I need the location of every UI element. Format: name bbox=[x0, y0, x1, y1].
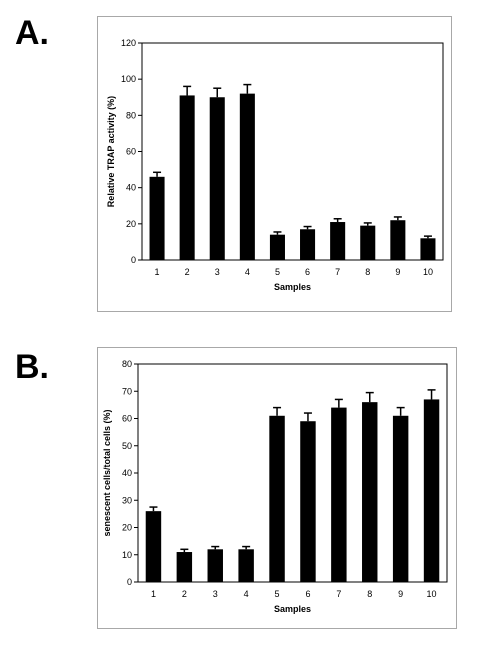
chart-a-bar bbox=[209, 97, 225, 260]
chart-b-bar bbox=[331, 407, 347, 582]
panel-b-letter: B. bbox=[15, 348, 49, 386]
chart-b-bar bbox=[145, 511, 162, 582]
chart-a-bar bbox=[149, 176, 165, 260]
chart-a-bar bbox=[330, 222, 346, 260]
chart-b-x-tick-label: 10 bbox=[427, 589, 437, 599]
chart-a-x-tick-label: 10 bbox=[423, 267, 433, 277]
chart-a-x-tick-label: 9 bbox=[395, 267, 400, 277]
chart-a-x-tick-label: 2 bbox=[185, 267, 190, 277]
panel-a-letter: A. bbox=[15, 14, 49, 52]
chart-a-y-tick-label: 120 bbox=[121, 38, 136, 48]
chart-a-y-tick-label: 60 bbox=[126, 147, 136, 157]
chart-a-y-tick-label: 40 bbox=[126, 183, 136, 193]
chart-a-x-tick-label: 6 bbox=[305, 267, 310, 277]
chart-a-bar bbox=[300, 229, 316, 260]
chart-b-y-tick-label: 0 bbox=[127, 577, 132, 587]
chart-a-bar bbox=[179, 95, 195, 260]
chart-b-y-tick-label: 30 bbox=[122, 495, 132, 505]
chart-a-x-axis-title: Samples bbox=[274, 282, 311, 292]
chart-a-bar bbox=[420, 238, 436, 260]
chart-b-y-axis-title: senescent cells/total cells (%) bbox=[102, 409, 112, 536]
chart-b-x-tick-label: 2 bbox=[182, 589, 187, 599]
chart-b-bar bbox=[362, 402, 378, 582]
chart-b-bar bbox=[238, 549, 254, 582]
chart-a-y-tick-label: 100 bbox=[121, 74, 136, 84]
chart-a-x-tick-label: 4 bbox=[245, 267, 250, 277]
chart-a-x-tick-label: 5 bbox=[275, 267, 280, 277]
chart-a-x-tick-label: 8 bbox=[365, 267, 370, 277]
chart-a-bar bbox=[269, 234, 285, 260]
chart-b-y-tick-label: 80 bbox=[122, 359, 132, 369]
chart-b-bar bbox=[269, 415, 285, 582]
chart-a-x-tick-label: 7 bbox=[335, 267, 340, 277]
chart-b-bar bbox=[392, 415, 409, 582]
chart-b-bar bbox=[176, 552, 193, 582]
chart-b-bar bbox=[207, 549, 223, 582]
chart-a-y-axis-title: Relative TRAP activity (%) bbox=[106, 96, 116, 207]
chart-b-x-tick-label: 4 bbox=[244, 589, 249, 599]
chart-a-frame bbox=[97, 16, 452, 312]
chart-b-y-tick-label: 40 bbox=[122, 468, 132, 478]
chart-b-y-tick-label: 70 bbox=[122, 386, 132, 396]
chart-b-x-tick-label: 9 bbox=[398, 589, 403, 599]
chart-b-x-tick-label: 8 bbox=[367, 589, 372, 599]
chart-b-y-tick-label: 50 bbox=[122, 441, 132, 451]
chart-a-x-tick-label: 3 bbox=[215, 267, 220, 277]
chart-a-bar bbox=[390, 220, 406, 260]
chart-a-y-tick-label: 20 bbox=[126, 219, 136, 229]
chart-a-bar bbox=[360, 225, 376, 260]
chart-b-x-axis-title: Samples bbox=[274, 604, 311, 614]
chart-a-x-tick-label: 1 bbox=[155, 267, 160, 277]
chart-b-y-tick-label: 10 bbox=[122, 550, 132, 560]
chart-a-bar bbox=[239, 93, 255, 260]
chart-b-y-tick-label: 60 bbox=[122, 414, 132, 424]
chart-b-x-tick-label: 6 bbox=[305, 589, 310, 599]
chart-a-y-tick-label: 0 bbox=[131, 255, 136, 265]
chart-b-y-tick-label: 20 bbox=[122, 523, 132, 533]
chart-b-x-tick-label: 7 bbox=[336, 589, 341, 599]
chart-b-x-tick-label: 3 bbox=[213, 589, 218, 599]
chart-b-x-tick-label: 5 bbox=[275, 589, 280, 599]
chart-b-bar bbox=[423, 399, 440, 582]
chart-a-y-tick-label: 80 bbox=[126, 110, 136, 120]
chart-b-bar bbox=[300, 421, 316, 582]
chart-b-x-tick-label: 1 bbox=[151, 589, 156, 599]
